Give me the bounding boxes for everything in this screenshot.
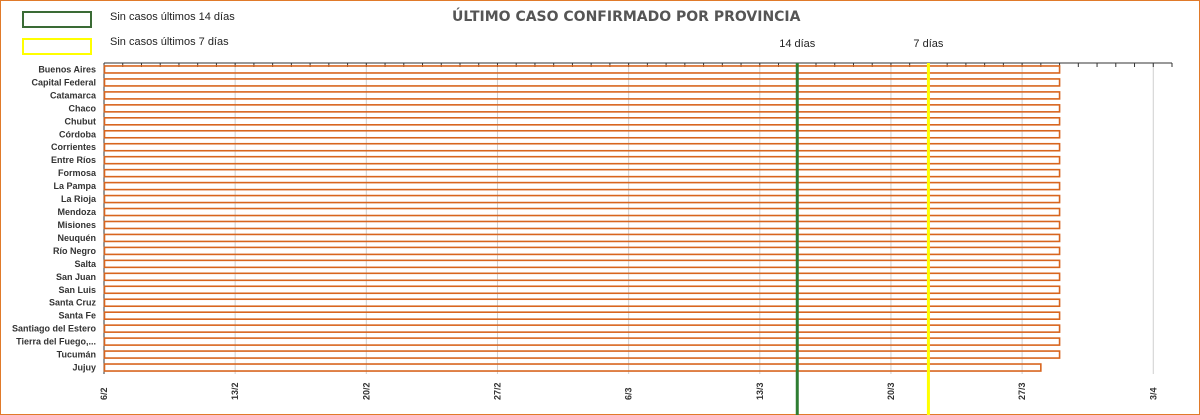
bar: [103, 311, 1061, 320]
x-tick-label: 13/3: [755, 382, 765, 400]
bar: [103, 272, 1061, 282]
reference-label-7-days: 7 días: [913, 38, 943, 50]
category-label: Jujuy: [72, 363, 96, 373]
x-tick-label: 27/2: [492, 382, 502, 400]
category-label: San Juan: [56, 272, 96, 282]
category-label: Chaco: [68, 103, 96, 113]
category-label: Córdoba: [59, 129, 97, 139]
category-label: Santa Cruz: [49, 298, 97, 308]
x-tick-label: 6/3: [624, 387, 634, 400]
category-label: Capital Federal: [31, 77, 96, 87]
x-tick-label: 6/2: [99, 387, 109, 400]
bar: [103, 337, 1061, 346]
reference-label-14-days: 14 días: [779, 38, 816, 50]
legend-swatch-7-days: [22, 38, 92, 55]
bar: [103, 246, 1061, 256]
bar: [103, 117, 1061, 126]
category-label: Catamarca: [50, 90, 97, 100]
bar: [103, 194, 1061, 204]
category-label: Salta: [74, 259, 97, 269]
category-label: Chubut: [65, 116, 97, 126]
bar: [103, 285, 1061, 295]
category-label: Tucumán: [57, 350, 96, 360]
category-label: Formosa: [58, 168, 97, 178]
bar: [103, 233, 1061, 243]
category-label: San Luis: [58, 285, 96, 295]
chart-title: ÚLTIMO CASO CONFIRMADO POR PROVINCIA: [452, 9, 801, 25]
category-label: Neuquén: [57, 233, 96, 243]
category-label: Buenos Aires: [38, 64, 96, 74]
x-tick-label: 20/3: [886, 382, 896, 400]
category-label: La Pampa: [53, 181, 97, 191]
category-label: Corrientes: [51, 142, 96, 152]
category-label: Río Negro: [53, 246, 97, 256]
bar: [103, 91, 1061, 100]
category-label: Entre Ríos: [51, 155, 96, 165]
category-label: Misiones: [57, 220, 96, 230]
x-tick-label: 3/4: [1148, 387, 1158, 400]
x-tick-label: 13/2: [230, 382, 240, 400]
category-label: Santa Fe: [58, 311, 96, 321]
bar: [103, 168, 1061, 178]
category-label: Tierra del Fuego,...: [16, 337, 96, 347]
bar: [103, 142, 1061, 152]
bar: [103, 298, 1061, 308]
bar: [103, 104, 1061, 113]
bar: [103, 181, 1061, 191]
bar: [103, 207, 1061, 217]
bar: [103, 220, 1061, 230]
legend-label-14-days: Sin casos últimos 14 días: [110, 11, 235, 23]
bar: [103, 65, 1061, 74]
x-tick-label: 20/2: [361, 382, 371, 400]
bar: [103, 78, 1061, 87]
bar: [103, 324, 1061, 333]
legend-label-7-days: Sin casos últimos 7 días: [110, 36, 229, 48]
bar: [103, 155, 1061, 165]
bar: [103, 259, 1061, 269]
bar: [103, 350, 1061, 359]
legend-swatch-14-days: [22, 11, 92, 28]
x-tick-label: 27/3: [1017, 382, 1027, 400]
category-label: Mendoza: [57, 207, 96, 217]
bar: [103, 129, 1061, 139]
category-label: Santiago del Estero: [12, 324, 97, 334]
bar: [103, 363, 1042, 372]
category-label: La Rioja: [61, 194, 97, 204]
